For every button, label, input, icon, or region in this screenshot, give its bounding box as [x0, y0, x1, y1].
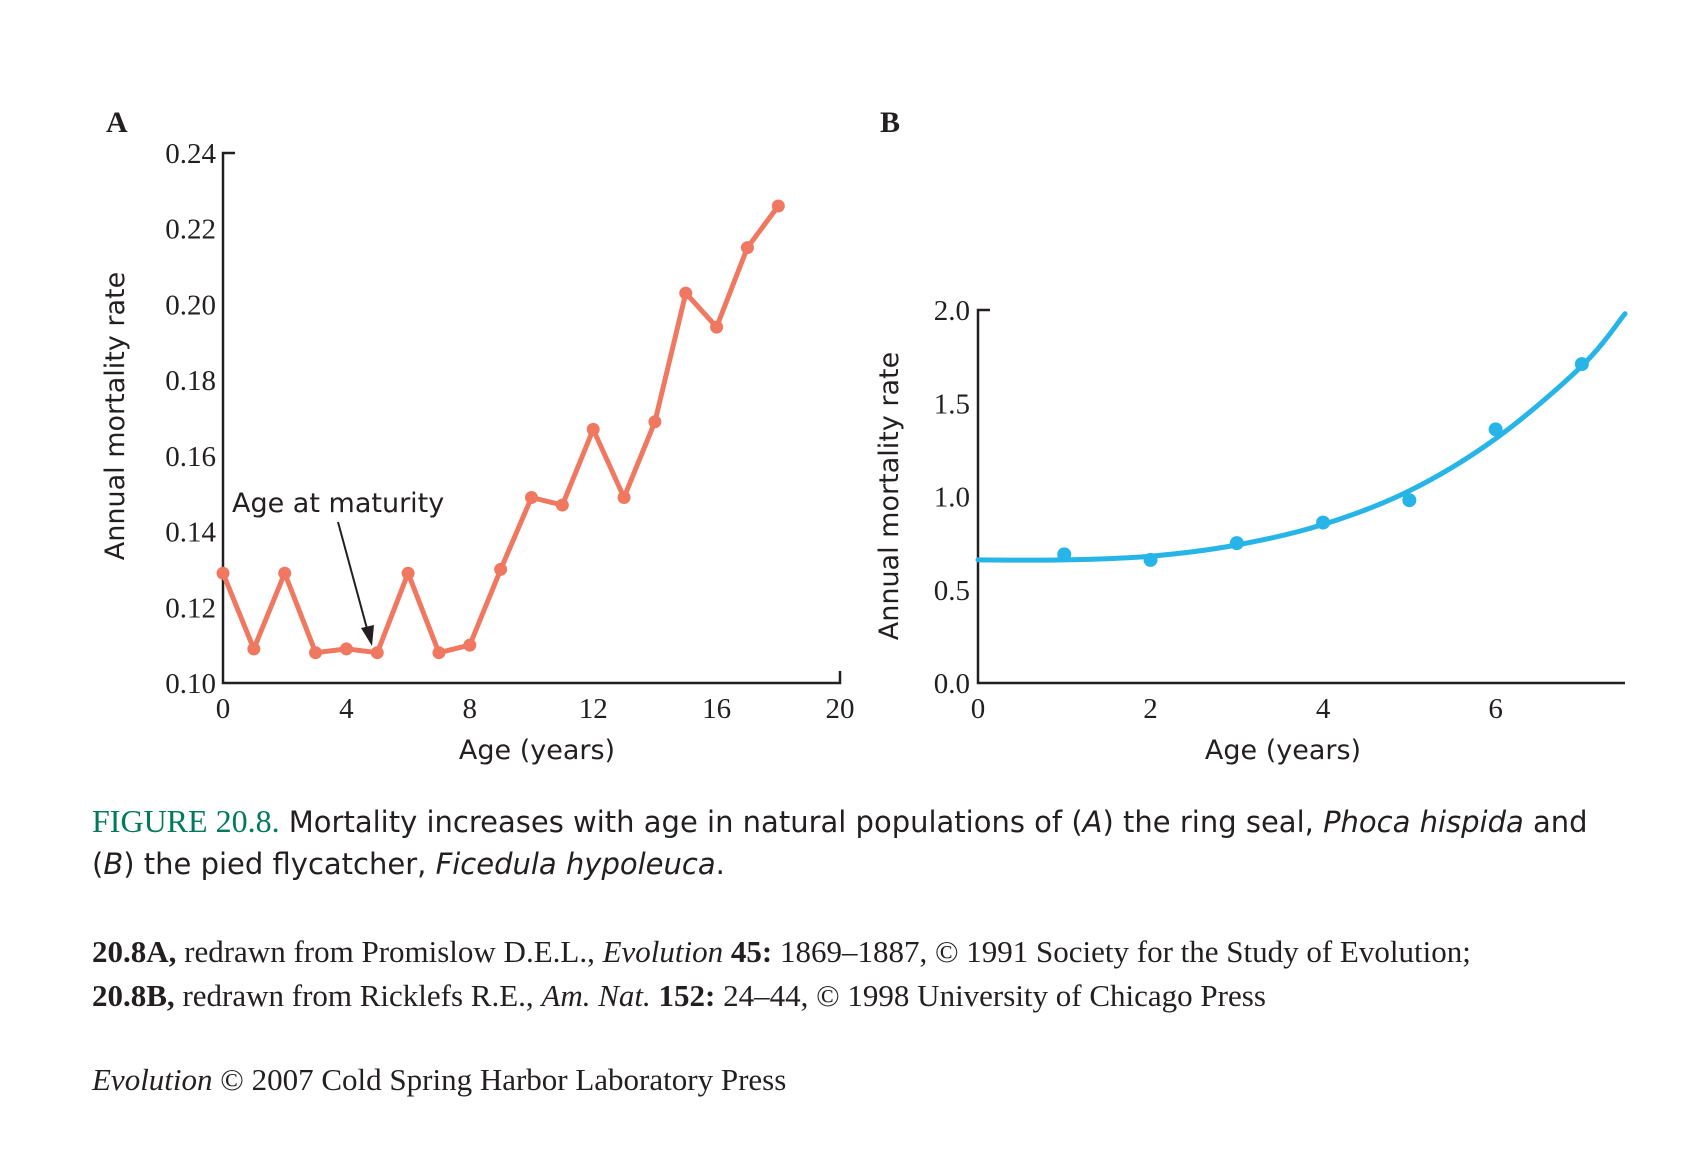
- caption-species-b: Ficedula hypoleuca: [435, 847, 716, 881]
- panel-a-data-point-10: [525, 491, 538, 504]
- panel-a-data-point-0: [216, 566, 230, 580]
- panel-a-data-point-2: [278, 566, 292, 580]
- panel-a-x-tick-label-3: 12: [579, 693, 608, 725]
- panel-b-x-ticks: 0 2 4 6: [971, 693, 1503, 725]
- panel-a-y-tick-label-1: 0.12: [165, 592, 216, 624]
- credit-a-text-1: redrawn from Promislow D.E.L.,: [176, 934, 603, 969]
- caption-text-5: .: [715, 847, 725, 881]
- panel-a-x-axis-label: Age (years): [459, 735, 615, 766]
- panel-a-x-tick-label-0: 0: [216, 693, 231, 725]
- caption-text-3: and (: [92, 805, 1588, 881]
- copyright-book: Evolution: [92, 1062, 213, 1097]
- panel-b-y-tick-label-4: 2.0: [934, 295, 970, 327]
- panel-b-y-tick-label-0: 0.0: [934, 668, 970, 700]
- credit-b-text-1: redrawn from Ricklefs R.E.,: [174, 978, 542, 1013]
- panel-a-y-tick-label-7: 0.24: [165, 138, 216, 170]
- panel-a-data-point-18: [771, 199, 785, 213]
- panel-b-letter: B: [880, 106, 900, 139]
- panel-b-x-tick-label-3: 6: [1488, 693, 1503, 725]
- panel-a-y-tick-label-0: 0.10: [165, 668, 216, 700]
- panel-a-data-point-6: [401, 566, 415, 580]
- panel-b-axes: [976, 308, 1625, 685]
- panel-b-y-axis-label: Annual mortality rate: [874, 352, 905, 640]
- copyright-line: Evolution © 2007 Cold Spring Harbor Labo…: [92, 1062, 1492, 1098]
- caption-text-2: ) the ring seal,: [1102, 805, 1324, 839]
- panel-b-y-tick-label-1: 0.5: [934, 575, 970, 607]
- caption-species-a: Phoca hispida: [1323, 805, 1524, 839]
- panel-a-data-point-8: [463, 638, 477, 652]
- credit-line-b: 20.8B, redrawn from Ricklefs R.E., Am. N…: [92, 974, 1652, 1018]
- panel-b-data-point-3: [1316, 515, 1331, 530]
- credit-b-ref: 20.8B,: [92, 978, 175, 1013]
- panel-b-x-tick-label-2: 4: [1316, 693, 1331, 725]
- age-at-maturity-arrow-head: [361, 625, 374, 646]
- figure-credits: 20.8A, redrawn from Promislow D.E.L., Ev…: [92, 930, 1652, 1018]
- credit-b-journal: Am. Nat.: [541, 978, 651, 1013]
- panel-a-y-tick-label-4: 0.18: [165, 365, 216, 397]
- credit-line-a: 20.8A, redrawn from Promislow D.E.L., Ev…: [92, 930, 1652, 974]
- panel-b-y-tick-label-2: 1.0: [934, 482, 970, 514]
- panel-b-chart: B 0.0 0.5 1.0 1.5 2.0 0 2 4 6 Age (years) Annua…: [874, 106, 1628, 766]
- credit-a-volume: 45:: [723, 934, 773, 969]
- panel-a-y-tick-label-5: 0.20: [165, 289, 216, 321]
- panel-b-data-point-6: [1574, 357, 1589, 372]
- panel-b-data-point-2: [1229, 536, 1244, 551]
- caption-ref-b: B: [103, 847, 124, 881]
- panel-a-data-point-3: [309, 646, 323, 660]
- panel-a-y-tick-label-2: 0.14: [165, 517, 216, 549]
- panel-a-letter: A: [106, 106, 128, 139]
- panel-a-data-point-17: [740, 241, 754, 255]
- panel-b-x-tick-label-1: 2: [1143, 693, 1158, 725]
- panel-a-y-tick-label-3: 0.16: [165, 441, 216, 473]
- panel-a-axes: [221, 151, 842, 685]
- panel-b-fit-curve: [975, 311, 1628, 563]
- panel-a-data-point-15: [679, 286, 693, 300]
- caption-text-1: Mortality increases with age in natural …: [288, 805, 1083, 839]
- panel-b-x-tick-label-0: 0: [971, 693, 986, 725]
- panel-b-x-axis-label: Age (years): [1205, 735, 1361, 766]
- panel-b-series: [975, 311, 1628, 567]
- panel-a-data-point-12: [586, 422, 600, 436]
- panel-a-series: [216, 199, 785, 660]
- panel-b-data-point-1: [1143, 552, 1158, 567]
- credit-a-text-2: 1869–1887, © 1991 Society for the Study …: [772, 934, 1471, 969]
- panel-a-x-tick-label-5: 20: [826, 693, 855, 725]
- panel-a-x-ticks: 0 4 8 12 16 20: [216, 693, 855, 725]
- caption-text-4: ) the pied flycatcher,: [123, 847, 436, 881]
- credit-b-volume: 152:: [650, 978, 716, 1013]
- figure-label: FIGURE 20.8.: [92, 803, 280, 839]
- panel-a-y-tick-label-6: 0.22: [165, 214, 216, 246]
- panel-b-y-ticks: 0.0 0.5 1.0 1.5 2.0: [934, 295, 970, 700]
- panel-a-series-line: [220, 204, 781, 656]
- copyright-text: © 2007 Cold Spring Harbor Laboratory Pre…: [212, 1062, 787, 1097]
- panel-a-data-point-13: [617, 491, 631, 504]
- panel-b-data-point-5: [1488, 422, 1503, 437]
- panel-b-data-point-0: [1057, 547, 1072, 562]
- panel-a-data-point-14: [648, 415, 662, 429]
- panel-a-x-tick-label-2: 8: [463, 693, 478, 725]
- panel-a-data-point-9: [494, 562, 508, 576]
- credit-a-ref: 20.8A,: [92, 934, 177, 969]
- panel-a-data-point-1: [247, 642, 261, 656]
- figure-caption: FIGURE 20.8. Mortality increases with ag…: [92, 800, 1632, 885]
- caption-ref-a: A: [1082, 805, 1103, 839]
- panel-b-data-point-4: [1402, 493, 1417, 508]
- panel-a-data-point-16: [710, 320, 724, 334]
- panel-a-y-axis-label: Annual mortality rate: [100, 272, 131, 560]
- panel-a-data-point-5: [370, 646, 384, 660]
- age-at-maturity-arrow-shaft: [337, 521, 370, 637]
- panel-a-data-point-4: [339, 642, 353, 656]
- panel-a-y-ticks: 0.10 0.12 0.14 0.16 0.18 0.20 0.22 0.24: [165, 138, 216, 700]
- panel-a-data-point-11: [555, 498, 569, 512]
- panel-a-x-tick-label-4: 16: [702, 693, 731, 725]
- panel-a-x-tick-label-1: 4: [339, 693, 354, 725]
- panel-b-y-tick-label-3: 1.5: [934, 388, 970, 420]
- panel-a-chart: A 0.10 0.12 0.14 0.16 0.18 0.20 0.22 0.24 0 4 8 12…: [100, 106, 855, 766]
- age-at-maturity-annotation: Age at maturity: [232, 488, 444, 519]
- panel-a-data-point-7: [432, 646, 446, 660]
- credit-b-text-2: 24–44, © 1998 University of Chicago Pres…: [715, 978, 1266, 1013]
- credit-a-journal: Evolution: [602, 934, 724, 969]
